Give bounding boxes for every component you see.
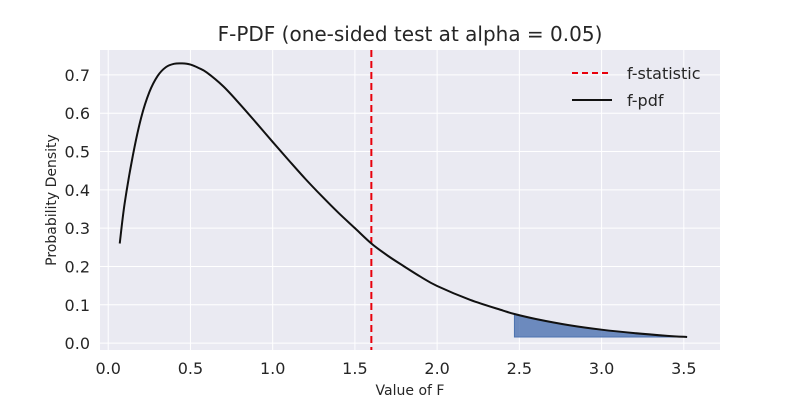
grid-lines <box>100 50 720 350</box>
x-tick-label: 0.5 <box>178 359 203 378</box>
legend-f-pdf-label: f-pdf <box>627 91 664 110</box>
y-axis-label: Probability Density <box>44 134 60 266</box>
y-axis-ticks: 0.0 0.1 0.2 0.3 0.4 0.5 0.6 0.7 <box>65 66 90 353</box>
chart-title: F-PDF (one-sided test at alpha = 0.05) <box>218 22 603 46</box>
x-tick-label: 1.0 <box>260 359 285 378</box>
y-tick-label: 0.4 <box>65 181 90 200</box>
x-tick-label: 3.5 <box>671 359 696 378</box>
x-axis-label: Value of F <box>376 383 445 399</box>
y-tick-label: 0.3 <box>65 219 90 238</box>
legend: f-statistic f-pdf <box>572 64 701 110</box>
legend-f-statistic-label: f-statistic <box>627 64 701 83</box>
y-tick-label: 0.6 <box>65 104 90 123</box>
y-tick-label: 0.1 <box>65 296 90 315</box>
y-tick-label: 0.5 <box>65 143 90 162</box>
x-tick-label: 3.0 <box>589 359 614 378</box>
x-tick-label: 1.5 <box>342 359 367 378</box>
x-tick-label: 2.5 <box>507 359 532 378</box>
x-axis-ticks: 0.0 0.5 1.0 1.5 2.0 2.5 3.0 3.5 <box>95 359 696 378</box>
y-tick-label: 0.0 <box>65 334 90 353</box>
plot-area-background <box>100 50 720 350</box>
x-tick-label: 2.0 <box>424 359 449 378</box>
f-pdf-curve-group <box>118 62 688 338</box>
x-tick-label: 0.0 <box>95 359 120 378</box>
y-tick-label: 0.7 <box>65 66 90 85</box>
y-tick-label: 0.2 <box>65 257 90 276</box>
f-pdf-curve <box>118 62 688 338</box>
